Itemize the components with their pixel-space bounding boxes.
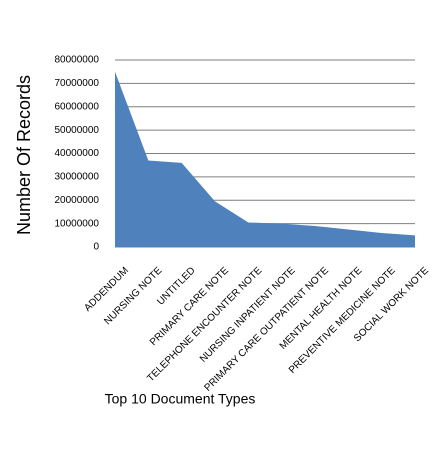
y-tick-label: 50000000 [55,125,100,136]
y-tick-label: 20000000 [55,195,100,206]
y-tick-label: 40000000 [55,148,100,159]
x-axis-title: Top 10 Document Types [105,391,256,407]
y-tick-label: 70000000 [55,78,100,89]
y-tick-label: 60000000 [55,101,100,112]
x-tick-label: NURSING NOTE [102,265,164,327]
y-tick-label: 0 [93,242,99,253]
area [115,71,415,247]
x-tick-label: PRIMARY CARE OUTPATIENT NOTE [202,265,331,394]
y-tick-label: 10000000 [55,218,100,229]
y-tick-label: 80000000 [55,55,100,66]
y-tick-label: 30000000 [55,172,100,183]
y-axis-title: Number Of Records [14,75,34,235]
